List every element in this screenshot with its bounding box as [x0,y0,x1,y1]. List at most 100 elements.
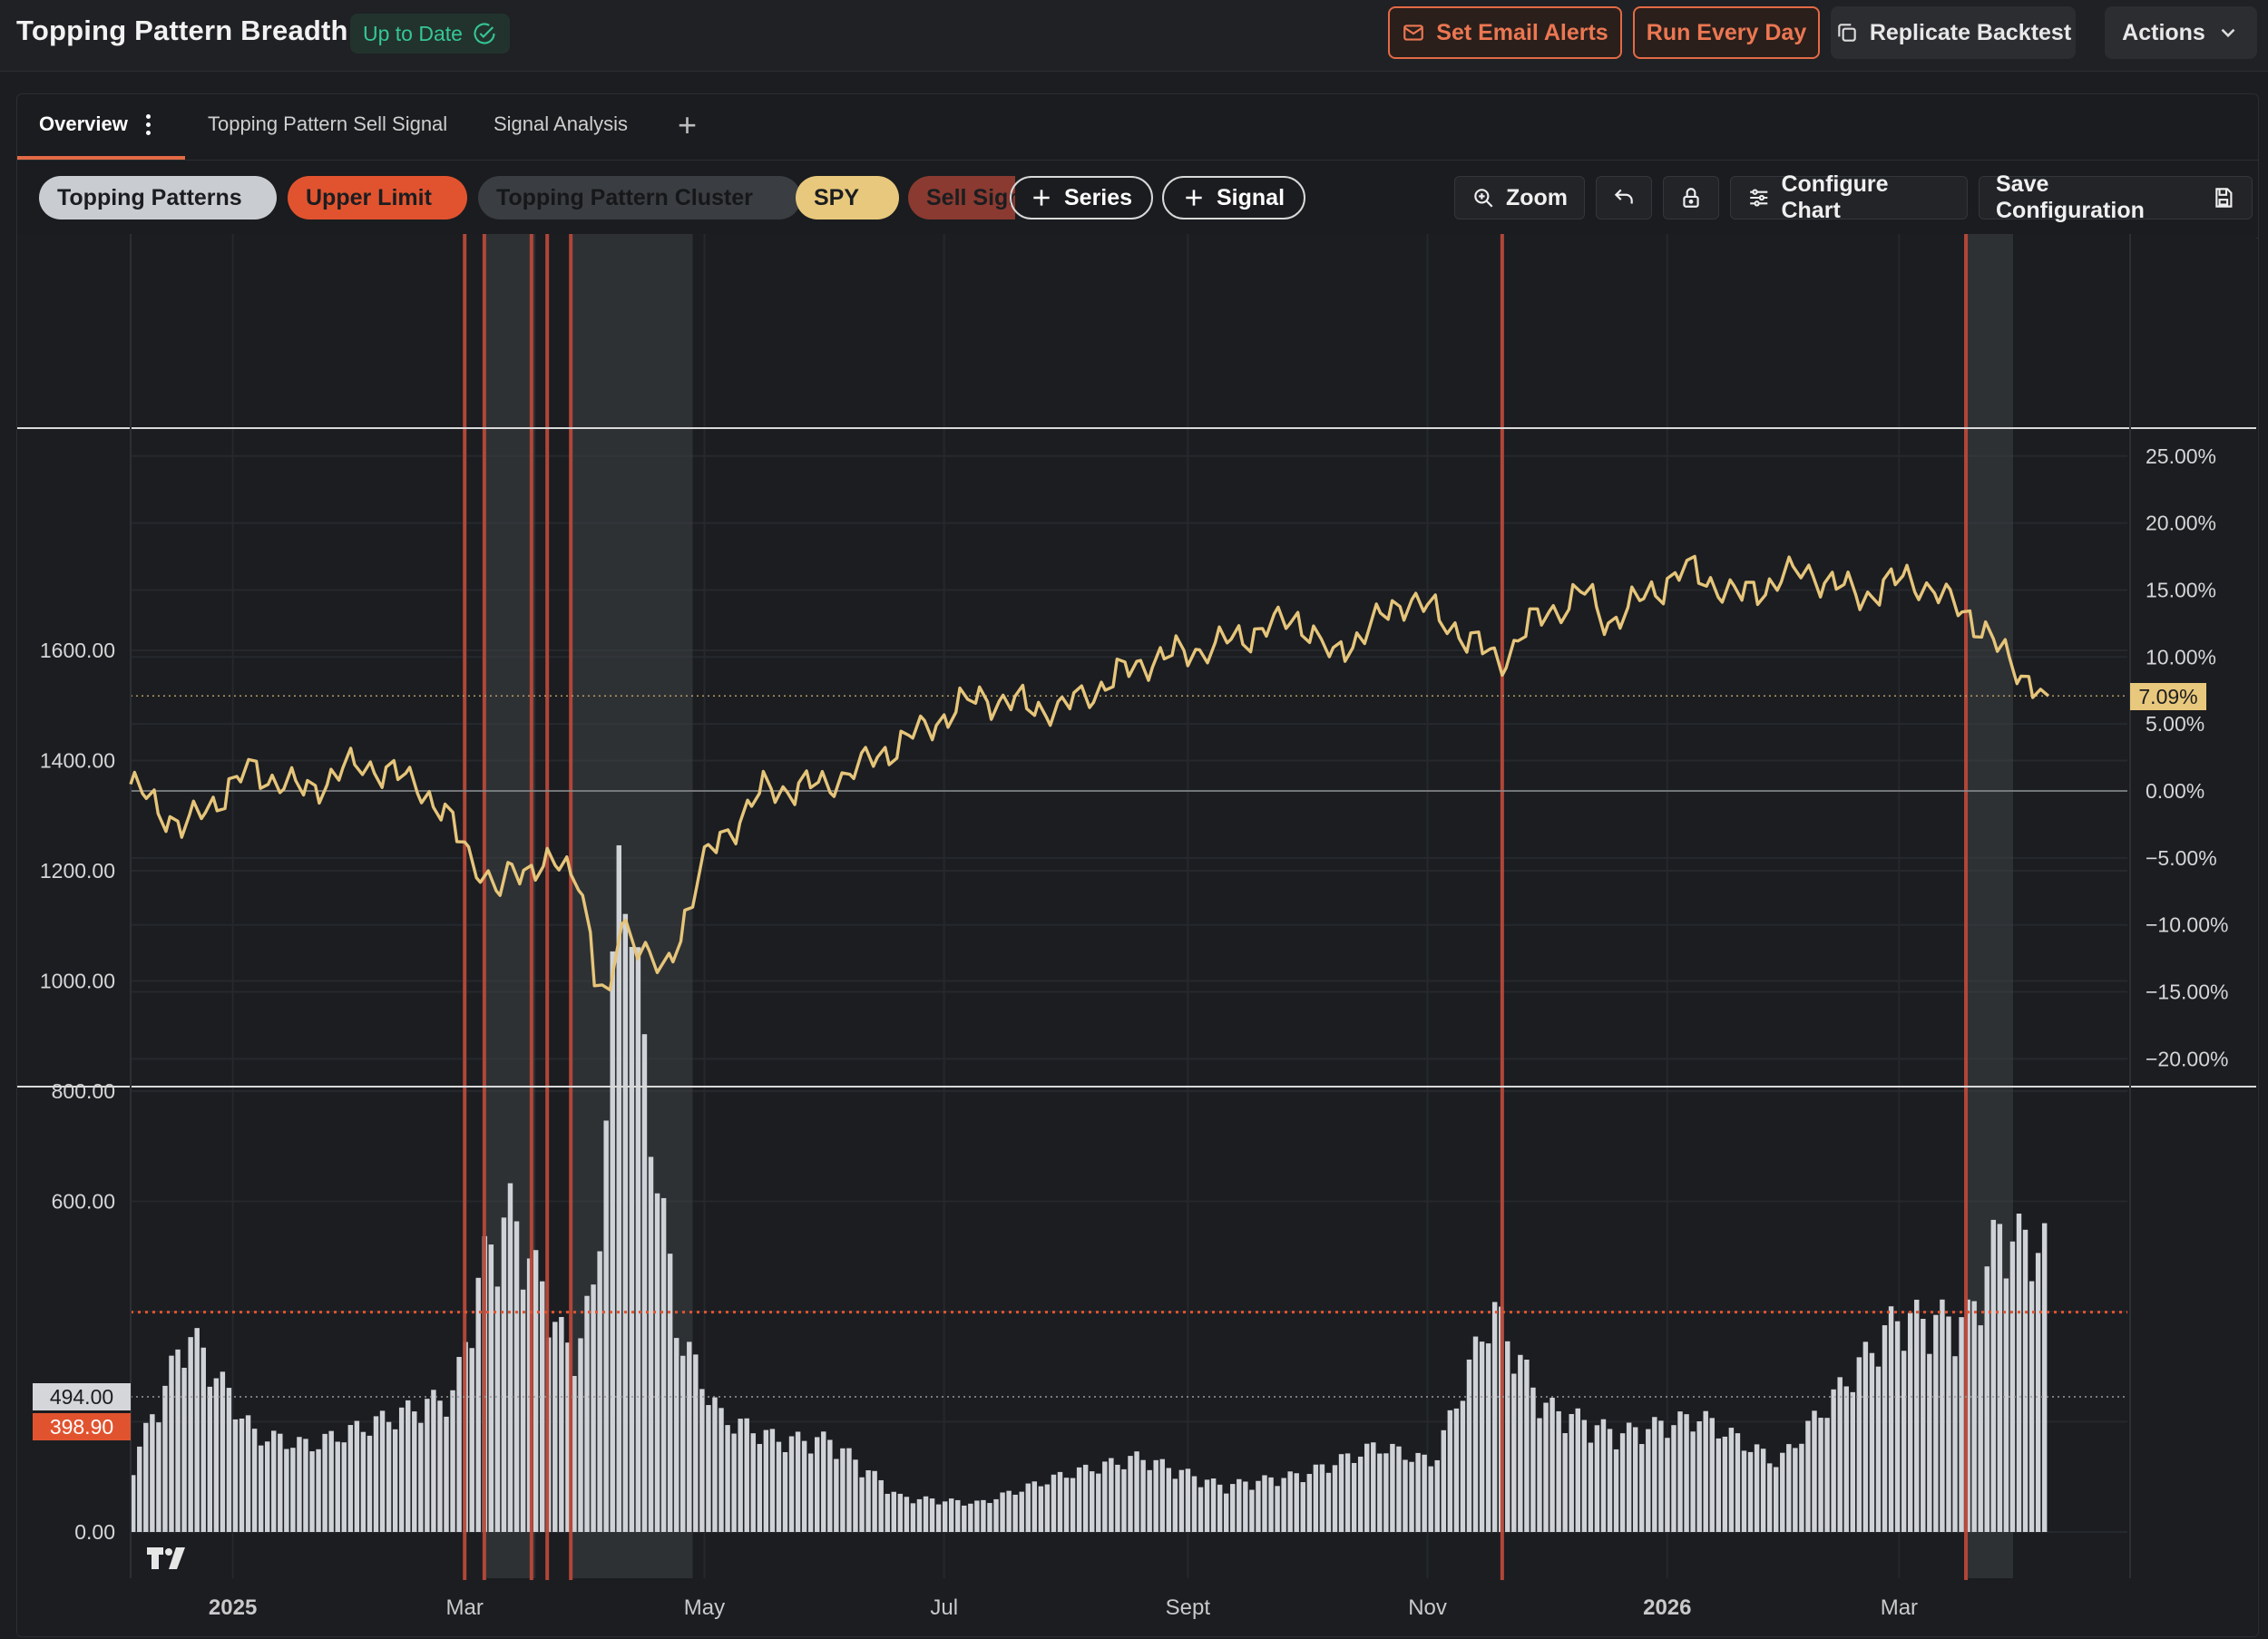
topping-pattern-bar [1082,1464,1089,1532]
topping-pattern-bar [955,1499,961,1532]
topping-pattern-bar [1824,1418,1830,1532]
add-series-button[interactable]: Series [1010,176,1153,220]
topping-pattern-bar [923,1496,929,1532]
topping-pattern-bar [2028,1281,2035,1532]
actions-dropdown[interactable]: Actions [2105,6,2257,59]
topping-pattern-bar [1140,1459,1146,1532]
topping-pattern-bar [456,1357,462,1532]
topping-pattern-bar [1646,1429,1651,1532]
undo-button[interactable] [1596,176,1652,220]
topping-pattern-bar [1722,1436,1728,1532]
run-every-day-button[interactable]: Run Every Day [1633,6,1820,59]
tab-menu-icon[interactable] [146,114,152,136]
topping-pattern-bar [1741,1450,1747,1532]
topping-pattern-bar [1684,1414,1689,1532]
topping-pattern-bar [1344,1453,1351,1532]
topping-pattern-bar [1875,1366,1882,1532]
topping-pattern-bar [1434,1459,1440,1532]
add-signal-button[interactable]: Signal [1162,176,1305,220]
topping-pattern-bar [1217,1484,1223,1532]
series-chip-topping-patterns[interactable]: Topping Patterns [39,176,277,220]
topping-pattern-bar [507,1183,513,1532]
check-circle-icon [474,23,495,44]
topping-pattern-bar [278,1433,283,1532]
topping-pattern-bar [616,844,621,1532]
y-tick-label: 1600.00 [40,639,115,662]
topping-pattern-bar [1491,1302,1498,1532]
topping-pattern-bar [533,1250,539,1532]
zoom-button[interactable]: Zoom [1454,176,1585,220]
topping-pattern-bar [494,1286,501,1532]
topping-pattern-bar [1012,1494,1018,1532]
topping-pattern-bar [264,1441,270,1532]
replicate-backtest-label: Replicate Backtest [1869,19,2072,45]
tab-signal-analysis[interactable]: Signal Analysis [494,112,628,135]
topping-pattern-bar [1447,1410,1453,1532]
set-email-alerts-button[interactable]: Set Email Alerts [1388,6,1622,59]
topping-pattern-bar [660,1197,667,1532]
topping-pattern-bar [1812,1410,1817,1532]
topping-pattern-bar [1172,1478,1178,1532]
topping-pattern-bar [1658,1420,1664,1532]
topping-pattern-bar [891,1491,896,1532]
add-tab-icon[interactable]: + [678,106,698,143]
topping-pattern-bar [578,1338,583,1532]
replicate-backtest-button[interactable]: Replicate Backtest [1831,6,2076,59]
topping-pattern-bar [1543,1402,1549,1532]
topping-pattern-bar [1696,1421,1702,1532]
topping-pattern-bar [1109,1458,1114,1532]
tab-topping-pattern-sell-signal[interactable]: Topping Pattern Sell Signal [208,112,448,135]
topping-pattern-bar [431,1390,436,1532]
configure-chart-button[interactable]: Configure Chart [1730,171,1968,223]
topping-pattern-bar [1575,1408,1580,1532]
topping-pattern-bar [1766,1463,1773,1532]
topping-pattern-bar [150,1414,155,1532]
topping-pattern-bar [840,1448,846,1532]
topping-pattern-bar [1556,1410,1561,1532]
topping-pattern-bar [1869,1352,1875,1532]
tab-overview[interactable]: Overview [39,112,128,135]
series-chip-topping-pattern-cluster[interactable]: Topping Pattern Cluster [478,176,801,220]
topping-pattern-bar [2009,1241,2016,1532]
topping-pattern-bar [552,1322,558,1532]
topping-pattern-bar [974,1500,980,1532]
topping-pattern-bar [1639,1444,1645,1532]
topping-pattern-bar [1044,1484,1051,1532]
topping-pattern-bar [539,1281,545,1532]
topping-pattern-bar [565,1342,571,1532]
topping-pattern-bar [1237,1478,1242,1532]
sliders-icon [1750,189,1768,207]
topping-pattern-bar [1927,1353,1932,1532]
topping-pattern-bar [827,1439,833,1532]
topping-pattern-bar [1390,1443,1395,1532]
x-tick-label: 2025 [209,1595,257,1620]
topping-pattern-bar [1383,1453,1389,1532]
topping-pattern-bar [406,1400,411,1532]
topping-pattern-bar [1096,1473,1101,1532]
series-chip-spy[interactable]: SPY [796,176,899,220]
spy-last-value-text: 7.09% [2138,685,2197,708]
topping-pattern-bar [1793,1448,1798,1532]
topping-pattern-bar [1524,1360,1530,1532]
series-chip-upper-limit[interactable]: Upper Limit [288,176,467,220]
topping-pattern-bar [757,1443,763,1532]
topping-pattern-bar [1357,1456,1364,1532]
topping-pattern-bar [1364,1443,1370,1532]
series-chip-sell-signal[interactable]: Sell Signal [908,176,1015,220]
topping-pattern-bar [367,1435,373,1532]
topping-pattern-bar [1249,1489,1255,1532]
topping-pattern-bar [712,1397,718,1532]
topping-pattern-bar [1204,1479,1210,1532]
topping-pattern-bar [1862,1341,1869,1532]
topping-pattern-bar [1786,1444,1792,1532]
x-tick-label: May [684,1595,725,1620]
topping-pattern-bar [559,1316,564,1532]
topping-pattern-bar [981,1499,986,1532]
topping-pattern-bar [1038,1486,1044,1532]
topping-pattern-bar [1198,1487,1204,1532]
save-configuration-button[interactable]: Save Configuration [1979,171,2253,223]
y-tick-label: 5.00% [2146,712,2204,736]
lock-button[interactable] [1663,176,1719,220]
topping-pattern-bar [1594,1425,1600,1532]
